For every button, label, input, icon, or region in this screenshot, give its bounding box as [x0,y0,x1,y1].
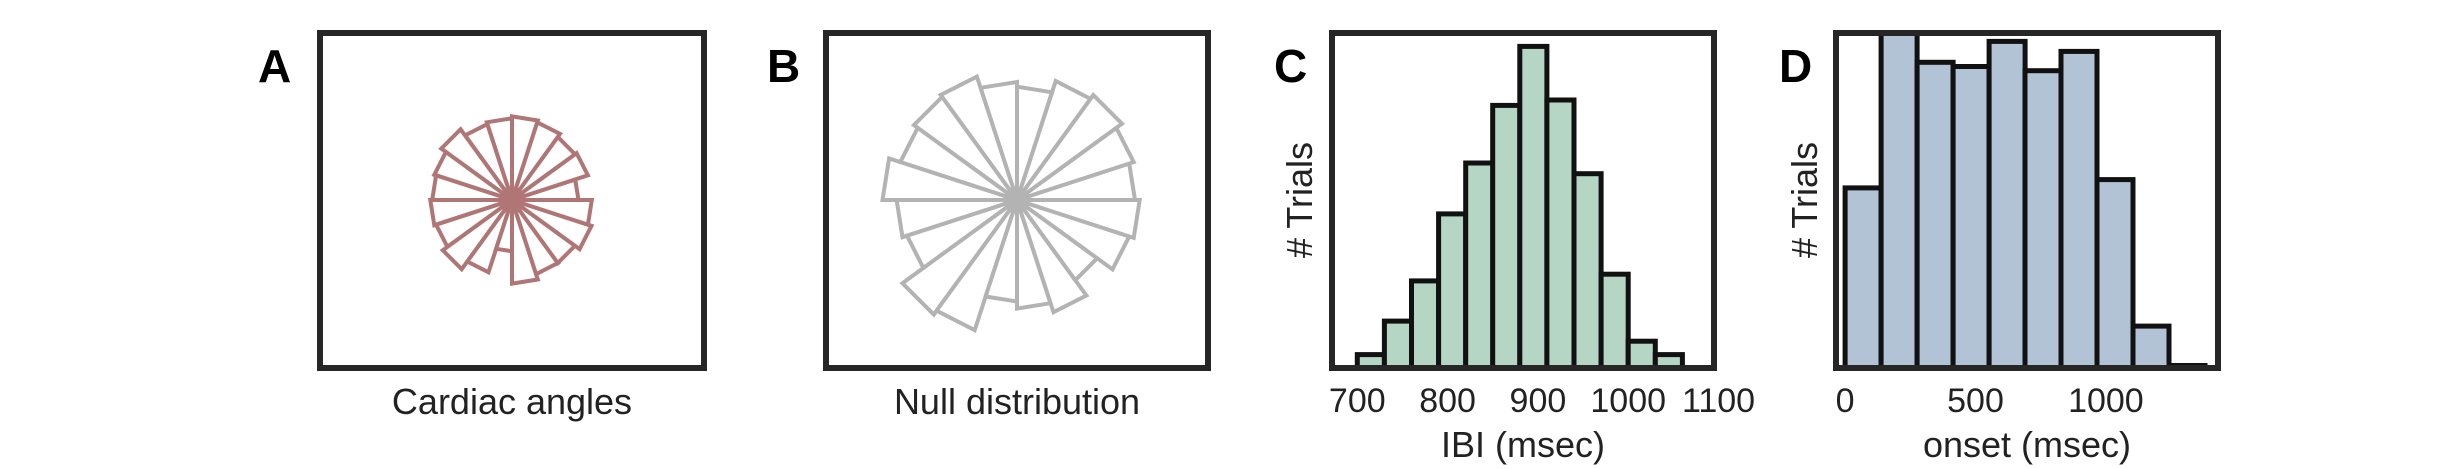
panel-label-b: B [767,40,800,92]
panel-d-bar-6 [2058,48,2100,371]
panel-d-xtick-label-2: 1000 [2068,382,2144,420]
panel-c-bar-1 [1381,318,1415,371]
panel-c-bar-9 [1598,271,1631,371]
panel-a-frame [317,30,707,371]
panel-c-xlabel: IBI (msec) [1441,424,1605,465]
panel-d-xticks: 0 500 1000 [1836,382,2144,420]
panel-d: D # Trials 0 500 1000 onset (msec) [1779,30,2221,465]
panel-c-bar-3 [1436,211,1469,371]
panel-label-c: C [1274,40,1307,92]
panel-d-bars [1842,30,2208,371]
panel-d-bar-5 [2022,68,2064,371]
panel-c-xtick-label-3: 1000 [1590,382,1666,420]
panel-b-xlabel: Null distribution [894,381,1140,422]
panel-d-bar-7 [2094,177,2136,371]
panel-d-bar-2 [1914,59,1956,371]
panel-label-a: A [258,40,291,92]
panel-d-bar-0 [1842,185,1884,371]
panel-b-rose [880,73,1143,334]
panel-c-xtick-label-4: 1100 [1682,382,1755,420]
panel-d-xtick-label-0: 0 [1836,382,1855,420]
panel-c-bar-8 [1571,171,1604,371]
panel-a-wedge-19 [511,198,595,228]
panel-c-xtick-label-0: 700 [1329,382,1386,420]
panel-d-ylabel: # Trials [1784,142,1825,258]
panel-c-bars [1354,43,1685,371]
panel-c-bar-6 [1517,43,1550,371]
panel-a-rose [427,114,595,286]
panel-c-xtick-label-2: 900 [1510,382,1567,420]
panel-c: C # Trials 700 800 900 1000 1100 IBI (msec) [1274,30,1755,465]
panel-c-bar-7 [1544,97,1577,371]
panel-c-xticks: 700 800 900 1000 1100 [1329,382,1755,420]
panel-d-xlabel: onset (msec) [1923,424,2131,465]
panel-a: A Cardiac angles [258,30,707,422]
panel-a-xlabel: Cardiac angles [392,381,632,422]
panel-d-bar-8 [2130,323,2172,371]
panel-c-bar-5 [1490,102,1523,371]
panel-c-bar-10 [1625,338,1658,371]
panel-d-frame [1833,30,2221,371]
panel-c-bar-4 [1463,160,1496,371]
panel-c-ylabel: # Trials [1279,142,1320,258]
panel-d-xtick-label-1: 500 [1947,382,2004,420]
panel-label-d: D [1779,40,1812,92]
panel-c-bar-2 [1409,278,1442,371]
panel-b-frame [823,30,1211,371]
panel-d-bar-3 [1950,64,1992,371]
panel-c-xtick-label-1: 800 [1419,382,1476,420]
panel-c-frame [1329,30,1717,371]
panel-b-wedge-19 [1016,198,1143,241]
panel-b: B Null distribution [767,30,1211,422]
panel-d-bar-1 [1878,30,1920,371]
panel-d-bar-4 [1986,38,2028,371]
